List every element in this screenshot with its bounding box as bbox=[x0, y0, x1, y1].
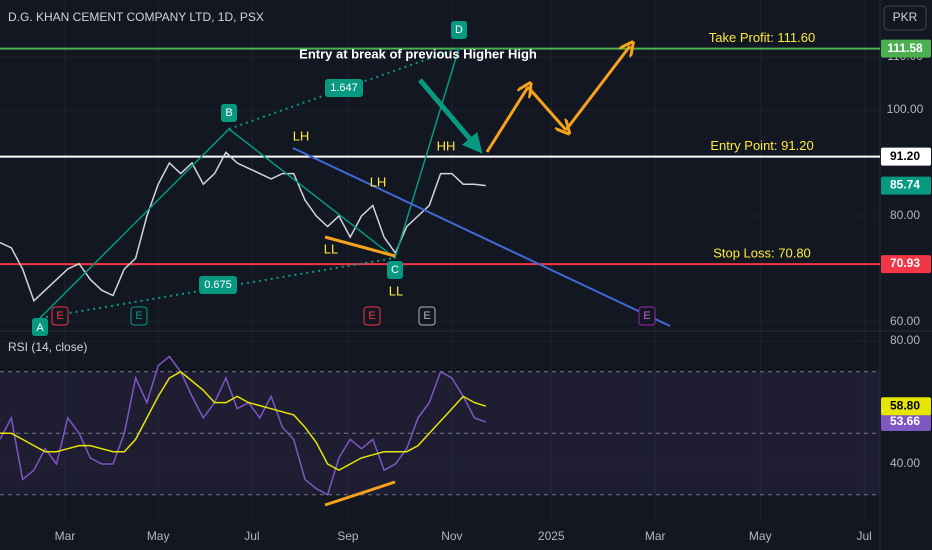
swing-label: LH bbox=[370, 174, 387, 189]
last-value: 58.80 bbox=[890, 398, 920, 412]
last-value: 85.74 bbox=[890, 178, 920, 192]
last-value-box bbox=[881, 397, 931, 416]
abcd-line bbox=[39, 47, 460, 319]
trend-line bbox=[292, 147, 671, 327]
point-label: A bbox=[36, 322, 44, 334]
currency-box[interactable] bbox=[883, 5, 927, 31]
event-markers: E E E E E bbox=[51, 306, 656, 326]
point-label: B bbox=[225, 107, 232, 119]
y-tick-label: 60.00 bbox=[890, 314, 920, 328]
x-tick-label: Mar bbox=[645, 529, 666, 543]
x-tick-label: 2025 bbox=[538, 529, 565, 543]
y-tick-label: 100.00 bbox=[887, 102, 924, 116]
x-tick-label: Nov bbox=[441, 529, 462, 543]
level-value-box bbox=[881, 39, 931, 58]
level-label: Entry Point: 91.20 bbox=[710, 138, 813, 153]
ratio-label: 0.675 bbox=[204, 279, 232, 291]
chart-title: D.G. KHAN CEMENT COMPANY LTD, 1D, PSX bbox=[8, 10, 264, 24]
swing-label: HH bbox=[437, 138, 456, 153]
series-line bbox=[0, 151, 486, 303]
event-marker[interactable]: E bbox=[135, 310, 142, 322]
last-value: 53.66 bbox=[890, 414, 920, 428]
projection-arrow bbox=[564, 46, 630, 131]
swing-label: LL bbox=[324, 241, 338, 256]
x-tick-label: Jul bbox=[857, 529, 872, 543]
series-line bbox=[0, 370, 487, 472]
x-tick-label: Jul bbox=[244, 529, 259, 543]
event-marker[interactable]: E bbox=[423, 310, 430, 322]
level-value: 111.58 bbox=[887, 41, 923, 55]
swing-label: LL bbox=[389, 283, 403, 298]
pointer-arrow bbox=[418, 78, 483, 154]
event-marker[interactable]: E bbox=[643, 310, 650, 322]
point-labels: A B C D 1.647 0.675 bbox=[32, 21, 467, 336]
point-label: D bbox=[455, 24, 463, 36]
divergence-line bbox=[324, 480, 396, 507]
point-label: C bbox=[391, 264, 399, 276]
note: Entry at break of previous Higher High bbox=[299, 46, 537, 61]
swing-label: LH bbox=[293, 128, 310, 143]
grid bbox=[0, 0, 880, 520]
data bbox=[0, 47, 880, 496]
ratio-label: 1.647 bbox=[330, 82, 358, 94]
event-marker[interactable]: E bbox=[368, 310, 375, 322]
last-value-box bbox=[881, 413, 931, 432]
x-tick-label: Mar bbox=[55, 529, 76, 543]
level-label: Stop Loss: 70.80 bbox=[713, 246, 811, 261]
rsi-title: RSI (14, close) bbox=[8, 340, 87, 354]
level-value-box bbox=[881, 147, 931, 166]
x-tick-label: May bbox=[147, 529, 170, 543]
currency[interactable]: PKR bbox=[893, 10, 918, 24]
event-marker[interactable]: E bbox=[56, 310, 63, 322]
level-value-box bbox=[881, 255, 931, 274]
level-value: 70.93 bbox=[890, 256, 920, 270]
x-tick-label: May bbox=[749, 529, 772, 543]
y-tick-label: 80.00 bbox=[890, 208, 920, 222]
last-value-box bbox=[881, 176, 931, 195]
y-tick-label: 40.00 bbox=[890, 456, 920, 470]
x-tick-label: Sep bbox=[337, 529, 359, 543]
divergence-line bbox=[324, 235, 396, 258]
level-value: 91.20 bbox=[890, 149, 920, 163]
y-tick-label: 80.00 bbox=[890, 333, 920, 347]
projection-arrow bbox=[485, 87, 528, 153]
level-label: Take Profit: 111.60 bbox=[709, 30, 815, 45]
projection-arrow bbox=[526, 86, 566, 130]
